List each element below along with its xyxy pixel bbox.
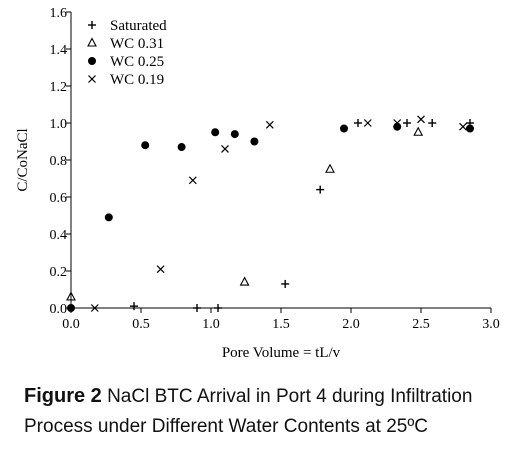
legend-marker	[88, 75, 96, 83]
x-tick-label: 0.5	[132, 317, 150, 332]
figure-label: Figure 2	[24, 385, 102, 407]
data-point	[428, 119, 437, 127]
data-point	[466, 124, 474, 133]
series-plus	[130, 119, 474, 312]
data-point	[104, 213, 113, 222]
x-tick-label: 1.0	[202, 317, 220, 332]
figure-caption: Figure 2 NaCl BTC Arrival in Port 4 duri…	[24, 381, 502, 442]
y-tick-label: 0.2	[50, 265, 68, 280]
data-point	[221, 144, 229, 153]
chart: 0.0 0.5 1.0 1.5 2.0 2.5 3.0 0.0 0.2 0.4 0.6 0.8 1.0 1…	[15, 6, 500, 361]
legend-marker	[87, 37, 97, 47]
y-tick-label: 0.4	[50, 228, 68, 243]
data-point	[250, 137, 259, 146]
y-tick-label: 1.0	[50, 117, 68, 132]
data-point	[403, 119, 411, 127]
data-point	[90, 304, 99, 312]
legend-label: WC 0.31	[110, 36, 164, 52]
data-point	[141, 141, 150, 150]
data-point	[281, 279, 290, 288]
data-point	[177, 143, 186, 152]
x-tick-label: 3.0	[482, 317, 500, 332]
figure-caption-text: NaCl BTC Arrival in Port 4 during Infilt…	[24, 386, 473, 437]
legend: Saturated WC 0.31 WC 0.25 WC 0.19	[87, 18, 167, 88]
series-circle	[67, 122, 474, 312]
x-tick-label: 2.5	[412, 317, 430, 332]
data-point	[214, 304, 222, 312]
legend-label: Saturated	[110, 18, 167, 34]
series-triangle	[66, 126, 424, 301]
legend-label: WC 0.19	[110, 72, 164, 88]
data-point	[130, 302, 138, 311]
y-tick-label: 1.2	[50, 80, 68, 95]
data-point	[230, 130, 239, 139]
data-point	[316, 185, 325, 194]
data-point	[188, 176, 197, 185]
data-point	[393, 122, 402, 131]
x-tick-label: 0.0	[62, 317, 80, 332]
legend-label: WC 0.25	[110, 54, 164, 70]
y-tick-label: 0.8	[50, 154, 68, 169]
data-point	[265, 120, 274, 129]
y-axis-title: C/CoNaCl	[15, 128, 31, 191]
legend-marker	[88, 57, 96, 65]
data-point	[363, 119, 372, 127]
data-point	[325, 163, 335, 173]
y-tick-label: 0.0	[50, 302, 68, 317]
series-x	[90, 115, 467, 312]
data-point	[393, 119, 402, 127]
data-point	[211, 128, 220, 137]
ticks: 0.0 0.5 1.0 1.5 2.0 2.5 3.0 0.0 0.2 0.4 0.6 0.8 1.0 1…	[50, 6, 500, 332]
x-axis-title: Pore Volume = tL/v	[222, 345, 341, 361]
y-tick-label: 1.4	[50, 43, 68, 58]
data-point	[459, 122, 467, 131]
y-tick-label: 1.6	[50, 6, 68, 21]
data-point	[156, 265, 165, 274]
data-point	[354, 119, 362, 127]
x-tick-label: 1.5	[272, 317, 290, 332]
data-point	[66, 291, 76, 301]
legend-marker	[88, 21, 96, 29]
data-point	[67, 304, 75, 312]
data-marks	[66, 115, 474, 312]
data-point	[340, 124, 348, 133]
data-point	[239, 276, 250, 286]
data-point	[413, 126, 424, 136]
data-point	[193, 304, 201, 312]
y-tick-label: 0.6	[50, 191, 68, 206]
data-point	[417, 115, 425, 124]
x-tick-label: 2.0	[342, 317, 360, 332]
